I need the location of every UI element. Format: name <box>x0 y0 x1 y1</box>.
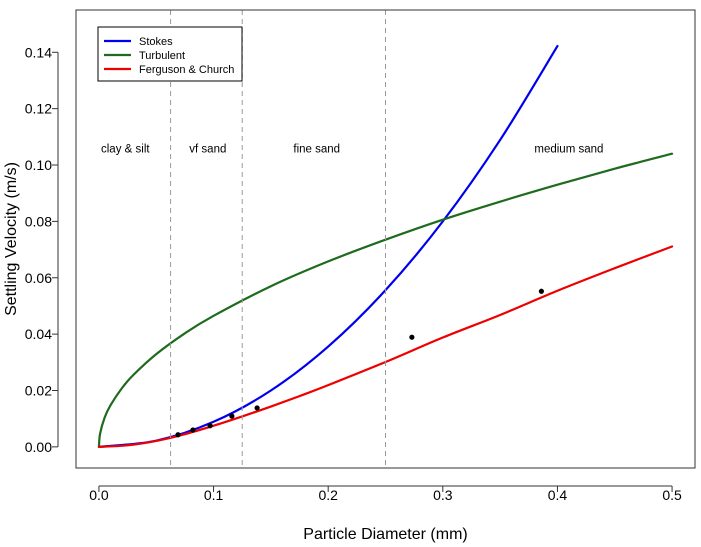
region-label-fine-sand: fine sand <box>293 143 340 155</box>
y-tick-label: 0.04 <box>25 326 52 342</box>
region-label-medium-sand: medium sand <box>534 143 603 155</box>
x-tick-label: 0.4 <box>548 487 568 503</box>
x-tick-label: 0.5 <box>662 487 682 503</box>
data-point <box>409 334 415 340</box>
data-point <box>229 413 235 419</box>
series-line-stokes <box>97 44 559 448</box>
x-axis-title: Particle Diameter (mm) <box>303 526 467 543</box>
data-point <box>175 432 181 438</box>
x-tick-label: 0.2 <box>318 487 338 503</box>
y-tick-label: 0.00 <box>25 439 52 455</box>
series-lines <box>97 44 674 448</box>
y-axis-title: Settling Velocity (m/s) <box>3 162 20 316</box>
x-tick-label: 0.3 <box>433 487 453 503</box>
data-point <box>190 427 196 433</box>
data-point <box>254 405 260 411</box>
legend: Stokes Turbulent Ferguson & Church <box>97 26 243 82</box>
y-tick-label: 0.10 <box>25 157 52 173</box>
region-labels: clay & silt vf sand fine sand medium sand <box>101 143 603 155</box>
grain-size-boundaries <box>170 10 386 468</box>
series-line-ferguson-church <box>97 245 674 448</box>
legend-label-ferguson-church: Ferguson & Church <box>139 64 234 76</box>
x-tick-label: 0.0 <box>89 487 109 503</box>
legend-label-stokes: Stokes <box>139 36 173 48</box>
series-line-turbulent <box>97 152 674 448</box>
observation-points <box>175 288 544 438</box>
y-tick-label: 0.06 <box>25 270 52 286</box>
plot-frame <box>75 9 696 469</box>
data-point <box>207 423 213 429</box>
region-label-clay-silt: clay & silt <box>101 143 150 155</box>
y-tick-label: 0.14 <box>25 44 52 60</box>
legend-label-turbulent: Turbulent <box>139 50 185 62</box>
y-tick-label: 0.12 <box>25 101 52 117</box>
region-label-vf-sand: vf sand <box>189 143 226 155</box>
y-tick-label: 0.02 <box>25 382 52 398</box>
data-point <box>538 288 544 294</box>
y-tick-label: 0.08 <box>25 213 52 229</box>
axes: 0.0 0.1 0.2 0.3 0.4 0.5 0.00 0.02 0.04 0.06 0.08 0.… <box>25 44 682 503</box>
x-tick-label: 0.1 <box>204 487 224 503</box>
